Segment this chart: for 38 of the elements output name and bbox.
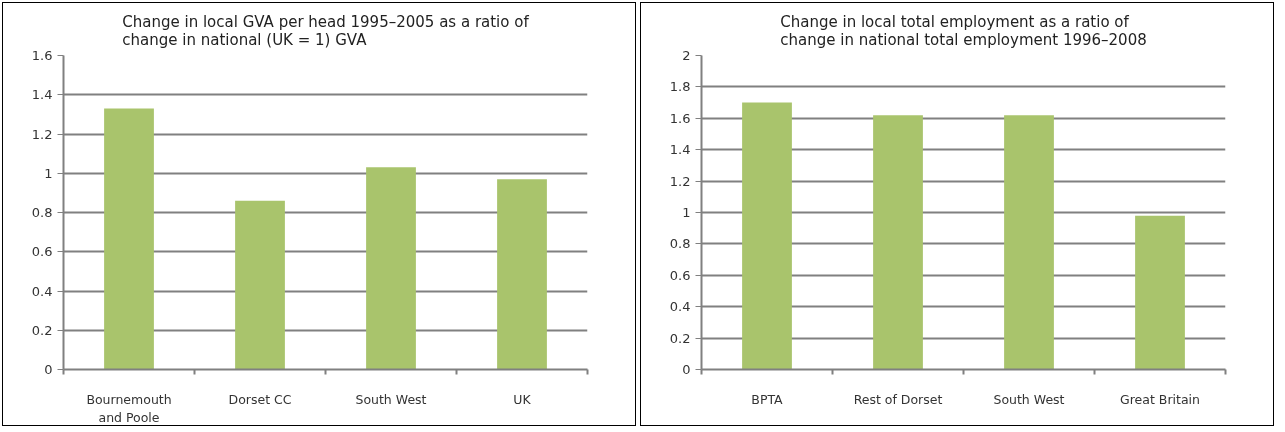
x-tick-label: South West <box>993 391 1065 407</box>
y-tick-label: 0.6 <box>669 267 691 283</box>
y-tick-label: 2 <box>682 48 691 63</box>
y-tick-label: 0 <box>682 362 691 377</box>
y-tick-label: 0.8 <box>31 205 53 220</box>
bar <box>873 115 923 370</box>
bar <box>1135 215 1185 370</box>
x-tick-label: Rest of Dorset <box>853 391 943 407</box>
y-tick-label: 1.8 <box>669 79 691 95</box>
bar <box>1004 115 1054 370</box>
bar <box>104 108 154 370</box>
y-tick-label: 0.6 <box>31 244 53 260</box>
chart-title: Change in local GVA per head 1995–2005 as a ratio of change in national (UK = 1) GVA <box>122 12 530 49</box>
y-tick-label: 1.4 <box>31 87 53 103</box>
y-tick-label: 1.2 <box>31 126 53 142</box>
x-tick-label: Bournemouth and Poole <box>86 391 172 425</box>
y-tick-label: 1 <box>682 205 691 220</box>
y-tick-label: 0.8 <box>669 236 691 252</box>
x-tick-label: Dorset CC <box>228 391 292 407</box>
x-tick-label: South West <box>355 391 427 407</box>
y-tick-label: 1.6 <box>31 48 53 63</box>
y-tick-label: 1 <box>44 165 53 181</box>
bar <box>497 179 547 370</box>
y-tick-label: 0.2 <box>31 322 53 338</box>
y-tick-label: 0 <box>44 362 53 377</box>
y-tick-label: 1.6 <box>669 110 691 126</box>
y-tick-label: 0.2 <box>669 330 691 346</box>
chart-title: Change in local total employment as a ratio of change in national total employment 1996–2008 <box>780 12 1147 49</box>
y-tick-label: 1.4 <box>669 142 691 158</box>
bar <box>742 102 792 370</box>
y-tick-label: 0.4 <box>31 283 53 299</box>
bar <box>235 200 285 370</box>
x-tick-label: BPTA <box>751 391 784 407</box>
x-tick-label: Great Britain <box>1120 391 1200 407</box>
bar <box>366 167 416 370</box>
y-tick-label: 1.2 <box>669 173 691 189</box>
x-tick-label: UK <box>513 391 532 407</box>
y-tick-label: 0.4 <box>669 299 691 315</box>
